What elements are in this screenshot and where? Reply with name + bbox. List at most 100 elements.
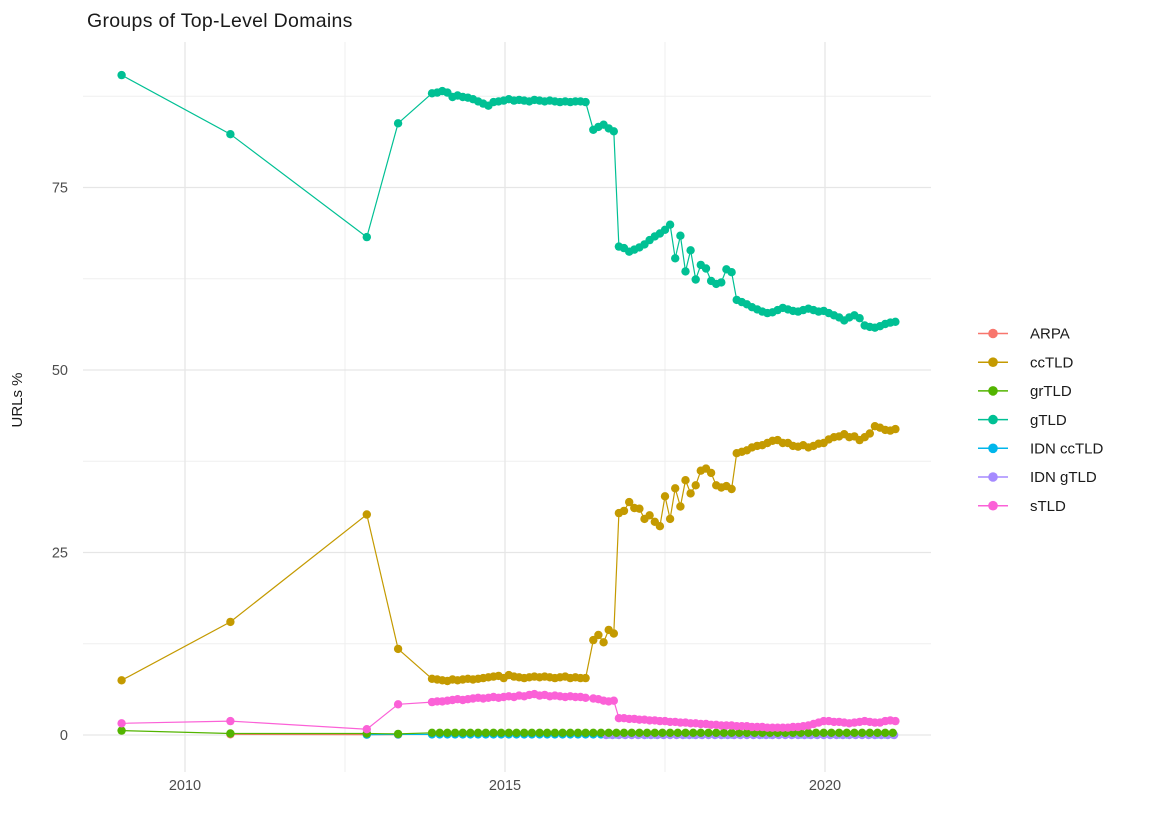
data-point-gtld [393,119,403,128]
legend-key-dot-grtld [988,386,998,396]
y-tick-label: 0 [60,728,68,744]
data-point-cctld [581,673,590,683]
data-point-grtld [658,728,667,737]
data-point-grtld [850,728,859,737]
data-point-grtld [612,728,621,737]
legend-key-dot-gtld [988,414,998,425]
data-point-gtld [665,220,675,229]
data-point-grtld [719,728,729,737]
data-point-cctld [645,511,654,520]
data-point-cctld [589,635,598,645]
legend-key-dot-arpa [988,328,998,339]
data-point-grtld [504,728,513,737]
data-point-grtld [443,728,452,737]
data-point-grtld [696,728,705,737]
series-stld [117,689,900,734]
data-point-gtld [686,246,695,255]
legend-label-grtld: grTLD [1030,383,1072,400]
data-point-grtld [873,728,882,737]
legend-key-dot-cctld [988,357,998,368]
series-cctld [117,422,900,686]
data-point-gtld [681,267,690,276]
data-point-grtld [535,728,544,737]
legend-label-arpa: ARPA [1030,326,1070,343]
data-point-grtld [473,728,483,737]
data-point-grtld [727,728,736,737]
legend-label-idn-gtld: IDN gTLD [1030,469,1097,486]
data-point-gtld [855,314,864,323]
data-point-cctld [226,617,235,627]
data-point-cctld [635,504,644,513]
x-tick-label: 2020 [809,778,841,794]
legend-key-dot-stld [988,500,998,511]
x-tick-label: 2010 [169,778,201,794]
data-point-cctld [599,638,608,647]
legend-label-stld: sTLD [1030,498,1066,515]
y-tick-label: 50 [52,363,68,379]
data-point-grtld [604,728,613,737]
data-point-grtld [596,728,606,737]
data-point-cctld [625,497,634,507]
data-point-grtld [650,728,659,737]
y-tick-label: 75 [52,181,68,197]
data-point-cctld [676,502,685,511]
data-point-cctld [681,476,690,485]
data-point-grtld [865,728,874,737]
data-point-cctld [594,630,603,640]
legend-label-gtld: gTLD [1030,412,1067,429]
series-gtld [117,70,900,332]
data-point-grtld [788,728,798,737]
data-point-grtld [481,728,490,737]
data-point-gtld [117,70,126,80]
data-point-stld [117,719,126,728]
axis-labels: 0 25 50 75 2010 2015 2020 [52,181,841,795]
data-point-grtld [735,728,744,737]
data-point-cctld [865,429,874,438]
data-point-gtld [676,231,685,240]
data-point-grtld [857,728,867,737]
data-point-gtld [701,264,711,273]
data-point-cctld [671,484,680,493]
legend-item-arpa: ARPA [978,326,1070,343]
data-point-stld [609,696,618,705]
data-point-gtld [226,130,235,139]
data-point-grtld [435,728,444,737]
data-point-stld [226,716,235,726]
legend-item-idn-cctld: IDN ccTLD [978,441,1104,458]
chart-title: Groups of Top-Level Domains [87,10,353,32]
legend-item-cctld: ccTLD [978,354,1074,371]
data-point-gtld [660,225,670,234]
data-point-grtld [581,728,590,737]
legend-item-stld: sTLD [978,498,1066,515]
legend-key-dot-idn-cctld [988,443,998,454]
data-point-grtld [550,728,560,737]
data-point-grtld [393,729,403,739]
data-point-grtld [117,726,126,735]
data-point-grtld [589,728,598,737]
data-point-grtld [681,728,690,737]
data-point-gtld [727,268,736,277]
data-point-stld [393,700,403,709]
data-point-grtld [673,728,682,737]
data-point-grtld [827,728,836,737]
y-axis-title: URLs % [9,372,26,427]
data-point-grtld [804,728,813,737]
data-point-cctld [660,492,670,501]
legend-item-gtld: gTLD [978,412,1067,429]
data-point-grtld [427,728,437,737]
data-point-stld [362,725,371,734]
data-point-cctld [619,506,629,516]
data-point-cctld [691,481,700,490]
data-point-grtld [573,728,583,737]
data-point-gtld [691,275,700,284]
legend-label-cctld: ccTLD [1030,354,1074,371]
data-point-cctld [686,489,695,498]
data-point-stld [581,693,590,702]
data-point-grtld [704,728,713,737]
data-point-cctld [117,676,126,685]
data-point-cctld [891,424,900,434]
data-point-grtld [527,728,537,737]
series-line-cctld [121,425,896,682]
data-point-grtld [742,728,752,737]
